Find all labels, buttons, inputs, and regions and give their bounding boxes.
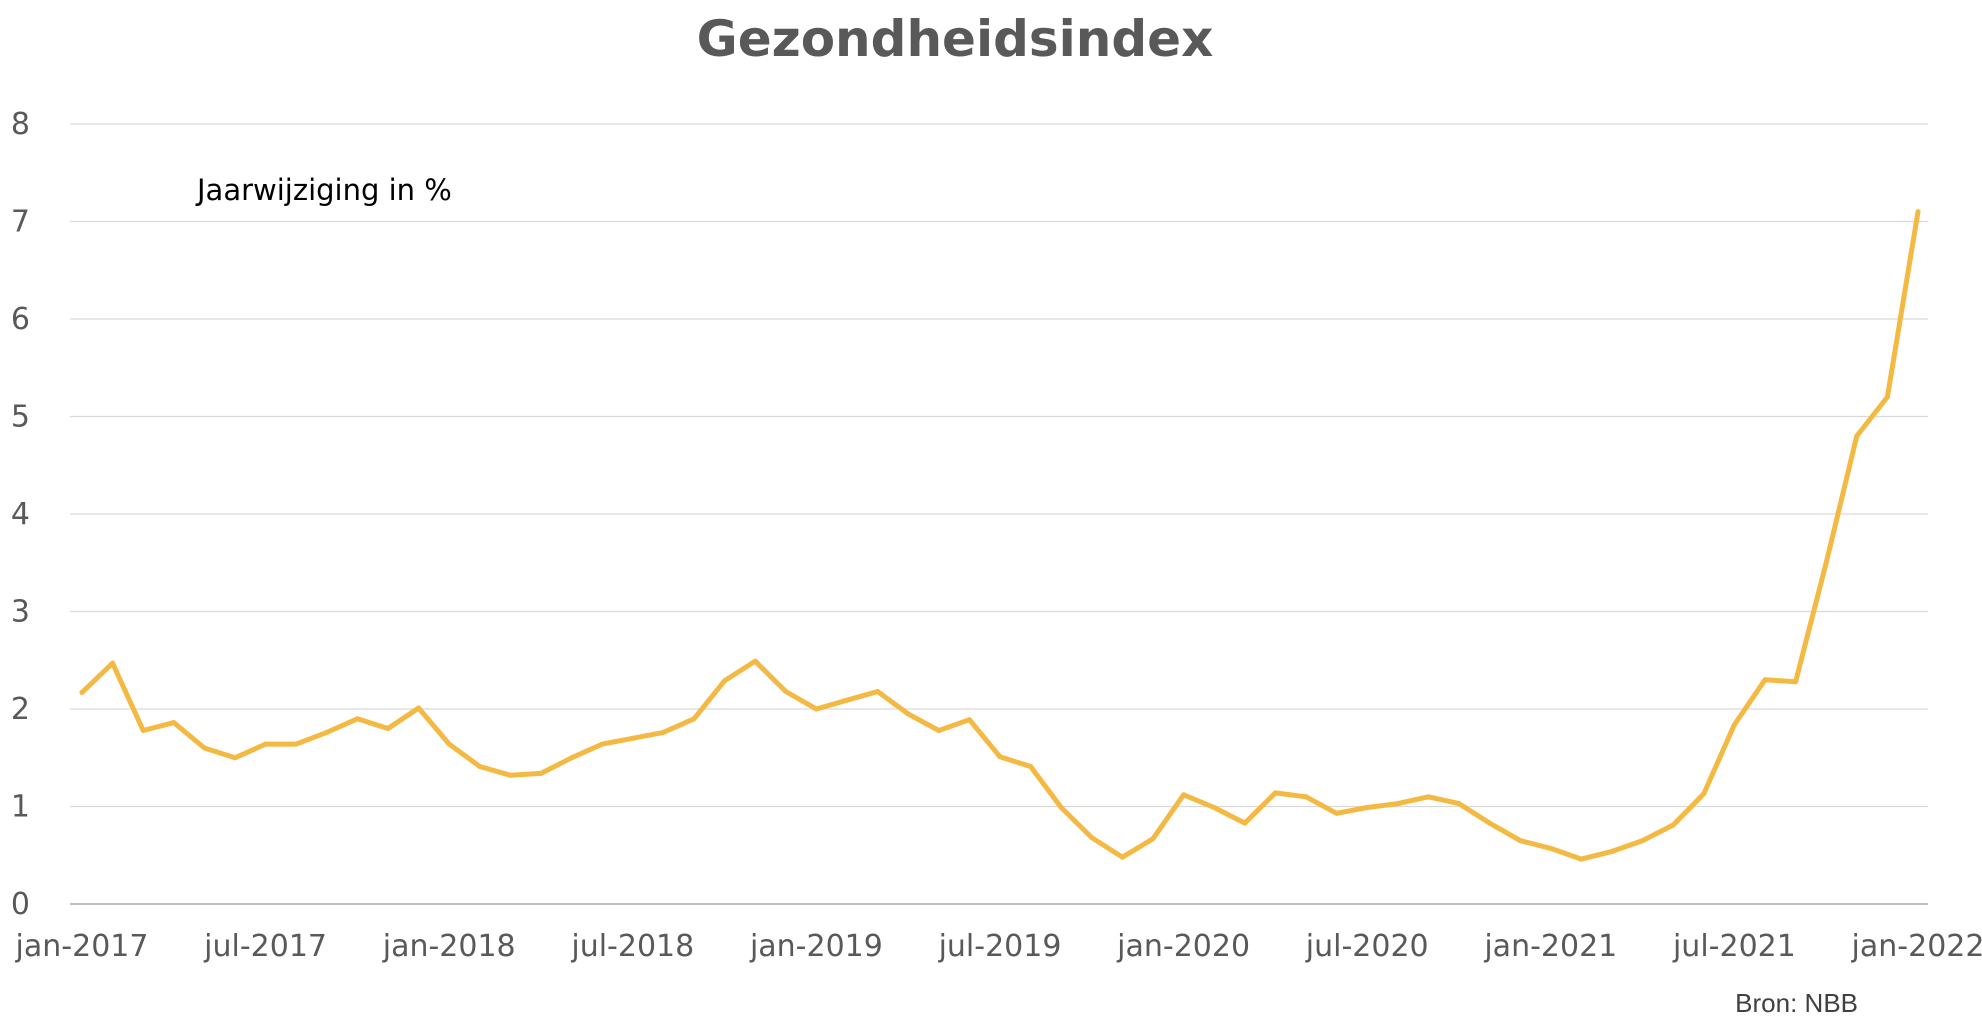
data-point-dec-2018 bbox=[783, 688, 789, 694]
y-tick-label: 2 bbox=[11, 692, 30, 727]
data-point-feb-2019 bbox=[844, 697, 850, 703]
data-point-sep-2021 bbox=[1793, 679, 1799, 685]
data-point-jul-2017 bbox=[263, 741, 269, 747]
x-tick-label: jul-2017 bbox=[203, 929, 327, 964]
data-point-jan-2019 bbox=[813, 706, 819, 712]
data-point-mei-2021 bbox=[1670, 822, 1676, 828]
x-tick-label: jul-2018 bbox=[570, 929, 694, 964]
data-point-feb-2020 bbox=[1211, 804, 1217, 810]
data-point-aug-2020 bbox=[1395, 801, 1401, 807]
x-axis-tick-labels: jan-2017 jul-2017 jan-2018 jul-2018 jan-2019… bbox=[15, 929, 1982, 964]
series-line bbox=[79, 209, 1921, 862]
data-point-jan-2017 bbox=[79, 689, 85, 695]
series-group bbox=[79, 209, 1921, 862]
x-tick-label: jan-2022 bbox=[1851, 929, 1982, 964]
data-point-okt-2017 bbox=[354, 716, 360, 722]
data-point-feb-2021 bbox=[1578, 856, 1584, 862]
data-point-aug-2021 bbox=[1762, 677, 1768, 683]
data-point-jul-2018 bbox=[630, 735, 636, 741]
data-point-dec-2017 bbox=[416, 705, 422, 711]
data-point-jun-2020 bbox=[1334, 810, 1340, 816]
data-point-okt-2020 bbox=[1456, 801, 1462, 807]
y-tick-label: 8 bbox=[11, 107, 30, 142]
data-point-dec-2020 bbox=[1517, 838, 1523, 844]
x-tick-label: jan-2020 bbox=[1116, 929, 1250, 964]
data-point-feb-2018 bbox=[477, 764, 483, 770]
y-tick-label: 3 bbox=[11, 595, 30, 630]
data-point-mei-2019 bbox=[936, 727, 942, 733]
data-point-aug-2019 bbox=[1028, 764, 1034, 770]
data-point-nov-2019 bbox=[1119, 854, 1125, 860]
data-point-mrt-2021 bbox=[1609, 848, 1615, 854]
data-point-apr-2017 bbox=[171, 720, 177, 726]
data-point-jun-2017 bbox=[232, 755, 238, 761]
x-tick-label: jul-2021 bbox=[1672, 929, 1796, 964]
x-tick-label: jul-2019 bbox=[938, 929, 1062, 964]
data-point-dec-2019 bbox=[1150, 836, 1156, 842]
x-tick-label: jul-2020 bbox=[1305, 929, 1429, 964]
data-point-sep-2020 bbox=[1425, 794, 1431, 800]
y-tick-label: 7 bbox=[11, 205, 30, 240]
data-point-nov-2017 bbox=[385, 726, 391, 731]
source-note: Bron: NBB bbox=[1735, 988, 1858, 1018]
data-point-jun-2021 bbox=[1701, 791, 1707, 797]
data-point-feb-2017 bbox=[110, 660, 116, 666]
x-tick-label: jan-2021 bbox=[1483, 929, 1617, 964]
y-tick-label: 0 bbox=[11, 887, 30, 922]
data-point-apr-2020 bbox=[1272, 790, 1278, 796]
data-point-okt-2021 bbox=[1823, 560, 1829, 566]
data-point-mrt-2019 bbox=[875, 688, 881, 694]
chart-annotation: Jaarwijziging in % bbox=[195, 173, 452, 207]
data-point-sep-2017 bbox=[324, 729, 330, 735]
data-point-jan-2020 bbox=[1181, 792, 1187, 798]
data-point-jan-2021 bbox=[1548, 845, 1554, 851]
y-tick-label: 5 bbox=[11, 400, 30, 435]
data-point-apr-2019 bbox=[905, 711, 911, 717]
data-point-mrt-2018 bbox=[507, 772, 513, 778]
data-point-jul-2021 bbox=[1731, 722, 1737, 728]
data-point-aug-2018 bbox=[660, 729, 666, 735]
data-point-sep-2019 bbox=[1058, 804, 1064, 810]
data-point-nov-2020 bbox=[1487, 820, 1493, 826]
y-tick-label: 6 bbox=[11, 302, 30, 337]
gridlines bbox=[70, 123, 1928, 905]
data-point-apr-2021 bbox=[1640, 838, 1646, 844]
y-tick-label: 4 bbox=[11, 497, 30, 532]
data-point-aug-2017 bbox=[293, 741, 299, 747]
data-point-okt-2019 bbox=[1089, 835, 1095, 841]
data-point-jan-2018 bbox=[446, 741, 452, 747]
data-point-mrt-2017 bbox=[140, 727, 146, 733]
data-point-nov-2018 bbox=[752, 658, 758, 664]
data-point-mei-2020 bbox=[1303, 794, 1309, 800]
x-tick-label: jan-2017 bbox=[15, 929, 149, 964]
x-tick-label: jan-2018 bbox=[382, 929, 516, 964]
data-point-jul-2019 bbox=[997, 754, 1003, 760]
data-point-mei-2018 bbox=[569, 755, 575, 761]
y-axis-tick-labels: 0 1 2 3 4 5 6 7 8 bbox=[11, 107, 30, 922]
data-point-dec-2021 bbox=[1884, 394, 1890, 400]
data-point-sep-2018 bbox=[691, 716, 697, 722]
data-point-mei-2017 bbox=[201, 745, 207, 751]
chart-title: Gezondheidsindex bbox=[696, 10, 1214, 68]
data-point-jun-2018 bbox=[599, 741, 605, 747]
data-point-okt-2018 bbox=[722, 678, 728, 684]
y-tick-label: 1 bbox=[11, 790, 30, 825]
x-tick-label: jan-2019 bbox=[749, 929, 883, 964]
data-point-apr-2018 bbox=[538, 770, 544, 776]
data-point-nov-2021 bbox=[1854, 433, 1860, 439]
data-point-jan-2022 bbox=[1915, 209, 1921, 215]
data-point-jun-2019 bbox=[966, 717, 972, 723]
data-point-jul-2020 bbox=[1364, 804, 1370, 810]
data-point-mrt-2020 bbox=[1242, 820, 1248, 826]
